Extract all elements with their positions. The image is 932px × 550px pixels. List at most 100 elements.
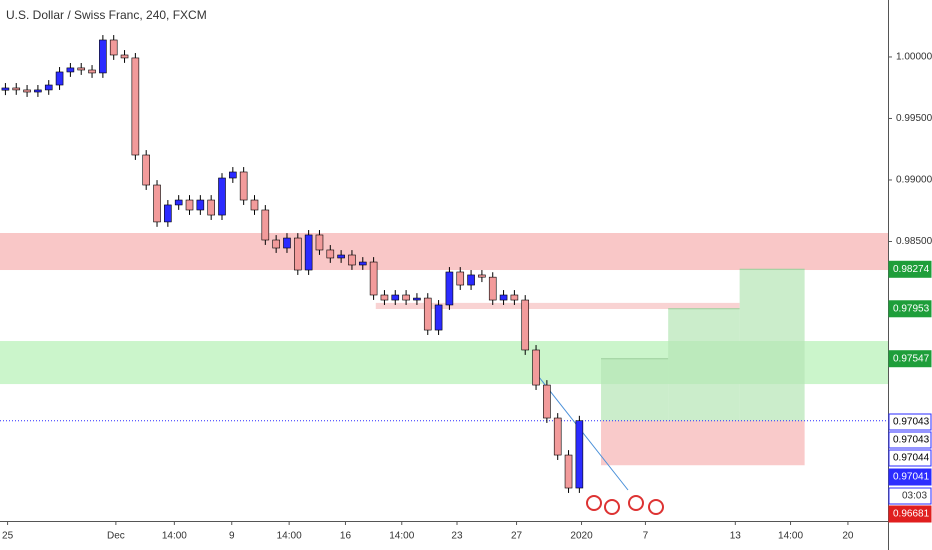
countdown: 03:03 bbox=[902, 491, 927, 502]
price-label: 0.96681 bbox=[893, 509, 930, 520]
candle-body bbox=[488, 276, 497, 301]
x-tick-label: Dec bbox=[107, 531, 125, 542]
x-tick-label: 9 bbox=[229, 531, 235, 542]
candle-body bbox=[207, 199, 215, 216]
x-tick-label: 20 bbox=[842, 531, 854, 542]
plot-area bbox=[0, 35, 888, 493]
candle-body bbox=[575, 420, 584, 489]
candle-body bbox=[88, 69, 96, 74]
candle-body bbox=[12, 87, 21, 91]
candle-body bbox=[55, 71, 64, 86]
price-label: 0.97953 bbox=[893, 303, 930, 314]
candle-body bbox=[34, 89, 42, 93]
y-tick-label: 0.99000 bbox=[896, 175, 932, 186]
price-label-bg bbox=[888, 350, 932, 368]
price-label-bg bbox=[888, 413, 932, 431]
candle-body bbox=[218, 177, 226, 216]
event-marker bbox=[604, 499, 620, 515]
candle-body bbox=[553, 417, 562, 456]
chart-title: U.S. Dollar / Swiss Franc, 240, FXCM bbox=[6, 8, 207, 22]
candle-body bbox=[434, 304, 443, 331]
candle-body bbox=[174, 199, 183, 206]
x-tick-label: 7 bbox=[643, 531, 649, 542]
x-tick-label: 16 bbox=[340, 531, 352, 542]
candle-body bbox=[1, 87, 10, 91]
candle-body bbox=[120, 54, 129, 59]
candle-body bbox=[499, 294, 508, 301]
price-label: 0.97547 bbox=[893, 353, 930, 364]
target-zone bbox=[601, 358, 669, 421]
event-marker bbox=[586, 495, 602, 511]
x-tick-label: 25 bbox=[2, 531, 14, 542]
candle-body bbox=[467, 274, 475, 286]
candle-body bbox=[77, 67, 86, 71]
target-zone bbox=[739, 269, 805, 421]
x-tick-label: 14:00 bbox=[778, 531, 803, 542]
candle-body bbox=[272, 239, 280, 249]
candle-body bbox=[564, 454, 573, 489]
price-label-bg bbox=[888, 449, 932, 467]
price-label: 0.97044 bbox=[893, 453, 930, 464]
candle-body bbox=[44, 84, 53, 91]
candle-body bbox=[315, 234, 324, 251]
x-tick-label: 14:00 bbox=[162, 531, 187, 542]
candle-body bbox=[23, 89, 31, 93]
candle-body bbox=[521, 299, 530, 351]
candle-body bbox=[66, 67, 75, 73]
y-tick-label: 0.99500 bbox=[896, 113, 932, 124]
zone bbox=[375, 302, 740, 310]
price-label: 0.97041 bbox=[893, 472, 930, 483]
x-tick-label: 13 bbox=[730, 531, 742, 542]
candle-body bbox=[283, 237, 291, 249]
candle-body bbox=[478, 274, 486, 278]
candle-body bbox=[391, 294, 400, 301]
candle-body bbox=[532, 349, 540, 386]
price-label-bg bbox=[888, 300, 932, 318]
x-tick-label: 23 bbox=[451, 531, 463, 542]
candle-body bbox=[358, 261, 367, 266]
candle-body bbox=[261, 209, 270, 241]
price-label-bg bbox=[888, 468, 932, 486]
price-label: 0.97043 bbox=[893, 435, 930, 446]
price-label-bg bbox=[888, 260, 932, 278]
candle-body bbox=[196, 199, 205, 211]
candle-body bbox=[445, 271, 454, 306]
event-marker bbox=[628, 495, 644, 511]
candle-body bbox=[348, 254, 356, 266]
candle-body bbox=[413, 297, 421, 301]
candle-body bbox=[510, 294, 519, 301]
candle-body bbox=[99, 39, 107, 74]
candle-body bbox=[380, 294, 389, 301]
y-tick-label: 1.00000 bbox=[896, 52, 932, 63]
candle-body bbox=[109, 39, 118, 56]
event-marker bbox=[648, 499, 664, 515]
x-tick-label: 2020 bbox=[570, 531, 593, 542]
price-label: 0.98274 bbox=[893, 264, 930, 275]
candle-body bbox=[337, 254, 345, 259]
candle-body bbox=[369, 261, 378, 296]
candle-body bbox=[304, 234, 313, 271]
candle-body bbox=[294, 237, 302, 271]
candle-body bbox=[131, 57, 140, 156]
x-tick-label: 27 bbox=[511, 531, 523, 542]
candle-body bbox=[326, 249, 335, 259]
y-tick-label: 0.98500 bbox=[896, 236, 932, 247]
price-label-bg bbox=[888, 505, 932, 523]
candle-body bbox=[250, 199, 259, 211]
x-tick-label: 14:00 bbox=[277, 531, 302, 542]
x-tick-label: 14:00 bbox=[389, 531, 414, 542]
candle-body bbox=[229, 171, 237, 179]
target-zone bbox=[668, 308, 740, 421]
price-label-bg bbox=[888, 431, 932, 449]
countdown-bg bbox=[888, 487, 932, 505]
zone bbox=[0, 232, 888, 271]
candle-body bbox=[164, 204, 172, 223]
stop-zone bbox=[601, 420, 805, 466]
candle-body bbox=[402, 294, 410, 301]
candle-body bbox=[185, 199, 194, 211]
candle-body bbox=[239, 171, 248, 201]
candle-body bbox=[456, 271, 465, 286]
price-label: 0.97043 bbox=[893, 417, 930, 428]
candle-body bbox=[153, 184, 161, 223]
